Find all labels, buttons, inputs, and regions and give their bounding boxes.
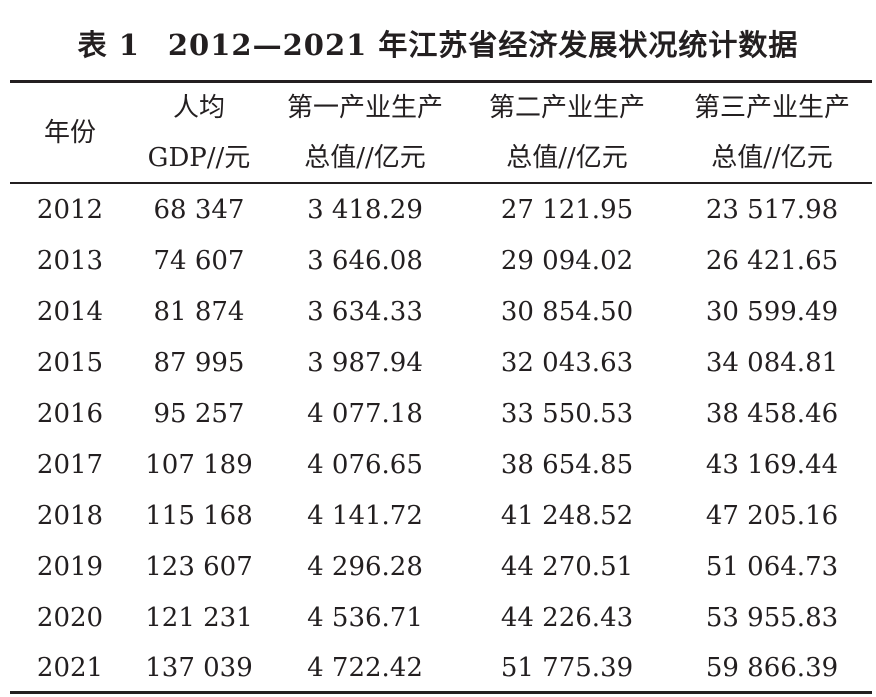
- table-row: 2020 121 231 4 536.71 44 226.43 53 955.8…: [0, 593, 876, 644]
- cell-secondary-industry: 44 226.43: [500, 603, 634, 633]
- cell-gdp-per-capita: 68 347: [153, 195, 245, 225]
- table-bottom-rule: [10, 691, 872, 694]
- cell-gdp-per-capita: 115 168: [145, 501, 253, 531]
- cell-primary-industry: 3 634.33: [307, 297, 423, 327]
- header-gdp-per-capita-line1: 人均: [172, 93, 225, 123]
- cell-gdp-per-capita: 107 189: [145, 450, 253, 480]
- cell-gdp-per-capita: 123 607: [145, 552, 253, 582]
- cell-primary-industry: 4 076.65: [307, 450, 423, 480]
- cell-year: 2020: [36, 603, 104, 633]
- cell-tertiary-industry: 53 955.83: [705, 603, 839, 633]
- cell-secondary-industry: 51 775.39: [500, 653, 634, 683]
- cell-secondary-industry: 33 550.53: [500, 399, 634, 429]
- cell-primary-industry: 3 418.29: [307, 195, 423, 225]
- table-row: 2014 81 874 3 634.33 30 854.50 30 599.49: [0, 287, 876, 338]
- table-number: 表 1: [77, 28, 140, 62]
- table-caption: 表 1 2012—2021 年江苏省经济发展状况统计数据: [0, 22, 876, 64]
- cell-gdp-per-capita: 137 039: [145, 653, 253, 683]
- cell-tertiary-industry: 59 866.39: [705, 653, 839, 683]
- header-tertiary-industry-line2: 总值//亿元: [711, 143, 833, 173]
- cell-year: 2019: [36, 552, 104, 582]
- table-row: 2019 123 607 4 296.28 44 270.51 51 064.7…: [0, 542, 876, 593]
- cell-year: 2015: [36, 348, 104, 378]
- cell-primary-industry: 4 077.18: [307, 399, 423, 429]
- cell-tertiary-industry: 23 517.98: [705, 195, 839, 225]
- cell-secondary-industry: 30 854.50: [500, 297, 634, 327]
- cell-secondary-industry: 41 248.52: [500, 501, 634, 531]
- cell-gdp-per-capita: 95 257: [153, 399, 245, 429]
- header-year: 年份: [43, 118, 96, 148]
- cell-primary-industry: 4 141.72: [307, 501, 423, 531]
- header-tertiary-industry-line1: 第三产业生产: [693, 93, 850, 123]
- cell-gdp-per-capita: 87 995: [153, 348, 245, 378]
- header-secondary-industry-line2: 总值//亿元: [506, 143, 628, 173]
- cell-tertiary-industry: 30 599.49: [705, 297, 839, 327]
- cell-primary-industry: 4 722.42: [307, 653, 423, 683]
- cell-gdp-per-capita: 81 874: [153, 297, 245, 327]
- table-header-rule: [10, 182, 872, 184]
- cell-year: 2017: [36, 450, 104, 480]
- cell-secondary-industry: 29 094.02: [500, 246, 634, 276]
- cell-secondary-industry: 38 654.85: [500, 450, 634, 480]
- header-gdp-per-capita-line2: GDP//元: [147, 143, 251, 173]
- table-title: 2012—2021 年江苏省经济发展状况统计数据: [167, 28, 799, 62]
- table-row: 2017 107 189 4 076.65 38 654.85 43 169.4…: [0, 440, 876, 491]
- cell-year: 2016: [36, 399, 104, 429]
- table-row: 2015 87 995 3 987.94 32 043.63 34 084.81: [0, 338, 876, 389]
- cell-gdp-per-capita: 74 607: [153, 246, 245, 276]
- cell-primary-industry: 4 296.28: [307, 552, 423, 582]
- header-secondary-industry-line1: 第二产业生产: [488, 93, 645, 123]
- cell-tertiary-industry: 51 064.73: [705, 552, 839, 582]
- table-top-rule: [10, 80, 872, 83]
- cell-primary-industry: 4 536.71: [307, 603, 423, 633]
- cell-tertiary-industry: 47 205.16: [705, 501, 839, 531]
- cell-year: 2013: [36, 246, 104, 276]
- table-row: 2021 137 039 4 722.42 51 775.39 59 866.3…: [0, 643, 876, 694]
- cell-gdp-per-capita: 121 231: [145, 603, 253, 633]
- cell-year: 2018: [36, 501, 104, 531]
- cell-secondary-industry: 32 043.63: [500, 348, 634, 378]
- table-row: 2016 95 257 4 077.18 33 550.53 38 458.46: [0, 389, 876, 440]
- header-primary-industry-line1: 第一产业生产: [286, 93, 443, 123]
- cell-tertiary-industry: 43 169.44: [705, 450, 839, 480]
- table-row: 2018 115 168 4 141.72 41 248.52 47 205.1…: [0, 491, 876, 542]
- cell-year: 2021: [36, 653, 104, 683]
- cell-secondary-industry: 27 121.95: [500, 195, 634, 225]
- cell-tertiary-industry: 34 084.81: [705, 348, 839, 378]
- table-row: 2013 74 607 3 646.08 29 094.02 26 421.65: [0, 236, 876, 287]
- cell-tertiary-industry: 38 458.46: [705, 399, 839, 429]
- cell-year: 2014: [36, 297, 104, 327]
- cell-year: 2012: [36, 195, 104, 225]
- table-row: 2012 68 347 3 418.29 27 121.95 23 517.98: [0, 185, 876, 236]
- cell-secondary-industry: 44 270.51: [500, 552, 634, 582]
- cell-primary-industry: 3 987.94: [307, 348, 423, 378]
- cell-tertiary-industry: 26 421.65: [705, 246, 839, 276]
- cell-primary-industry: 3 646.08: [307, 246, 423, 276]
- header-primary-industry-line2: 总值//亿元: [304, 143, 426, 173]
